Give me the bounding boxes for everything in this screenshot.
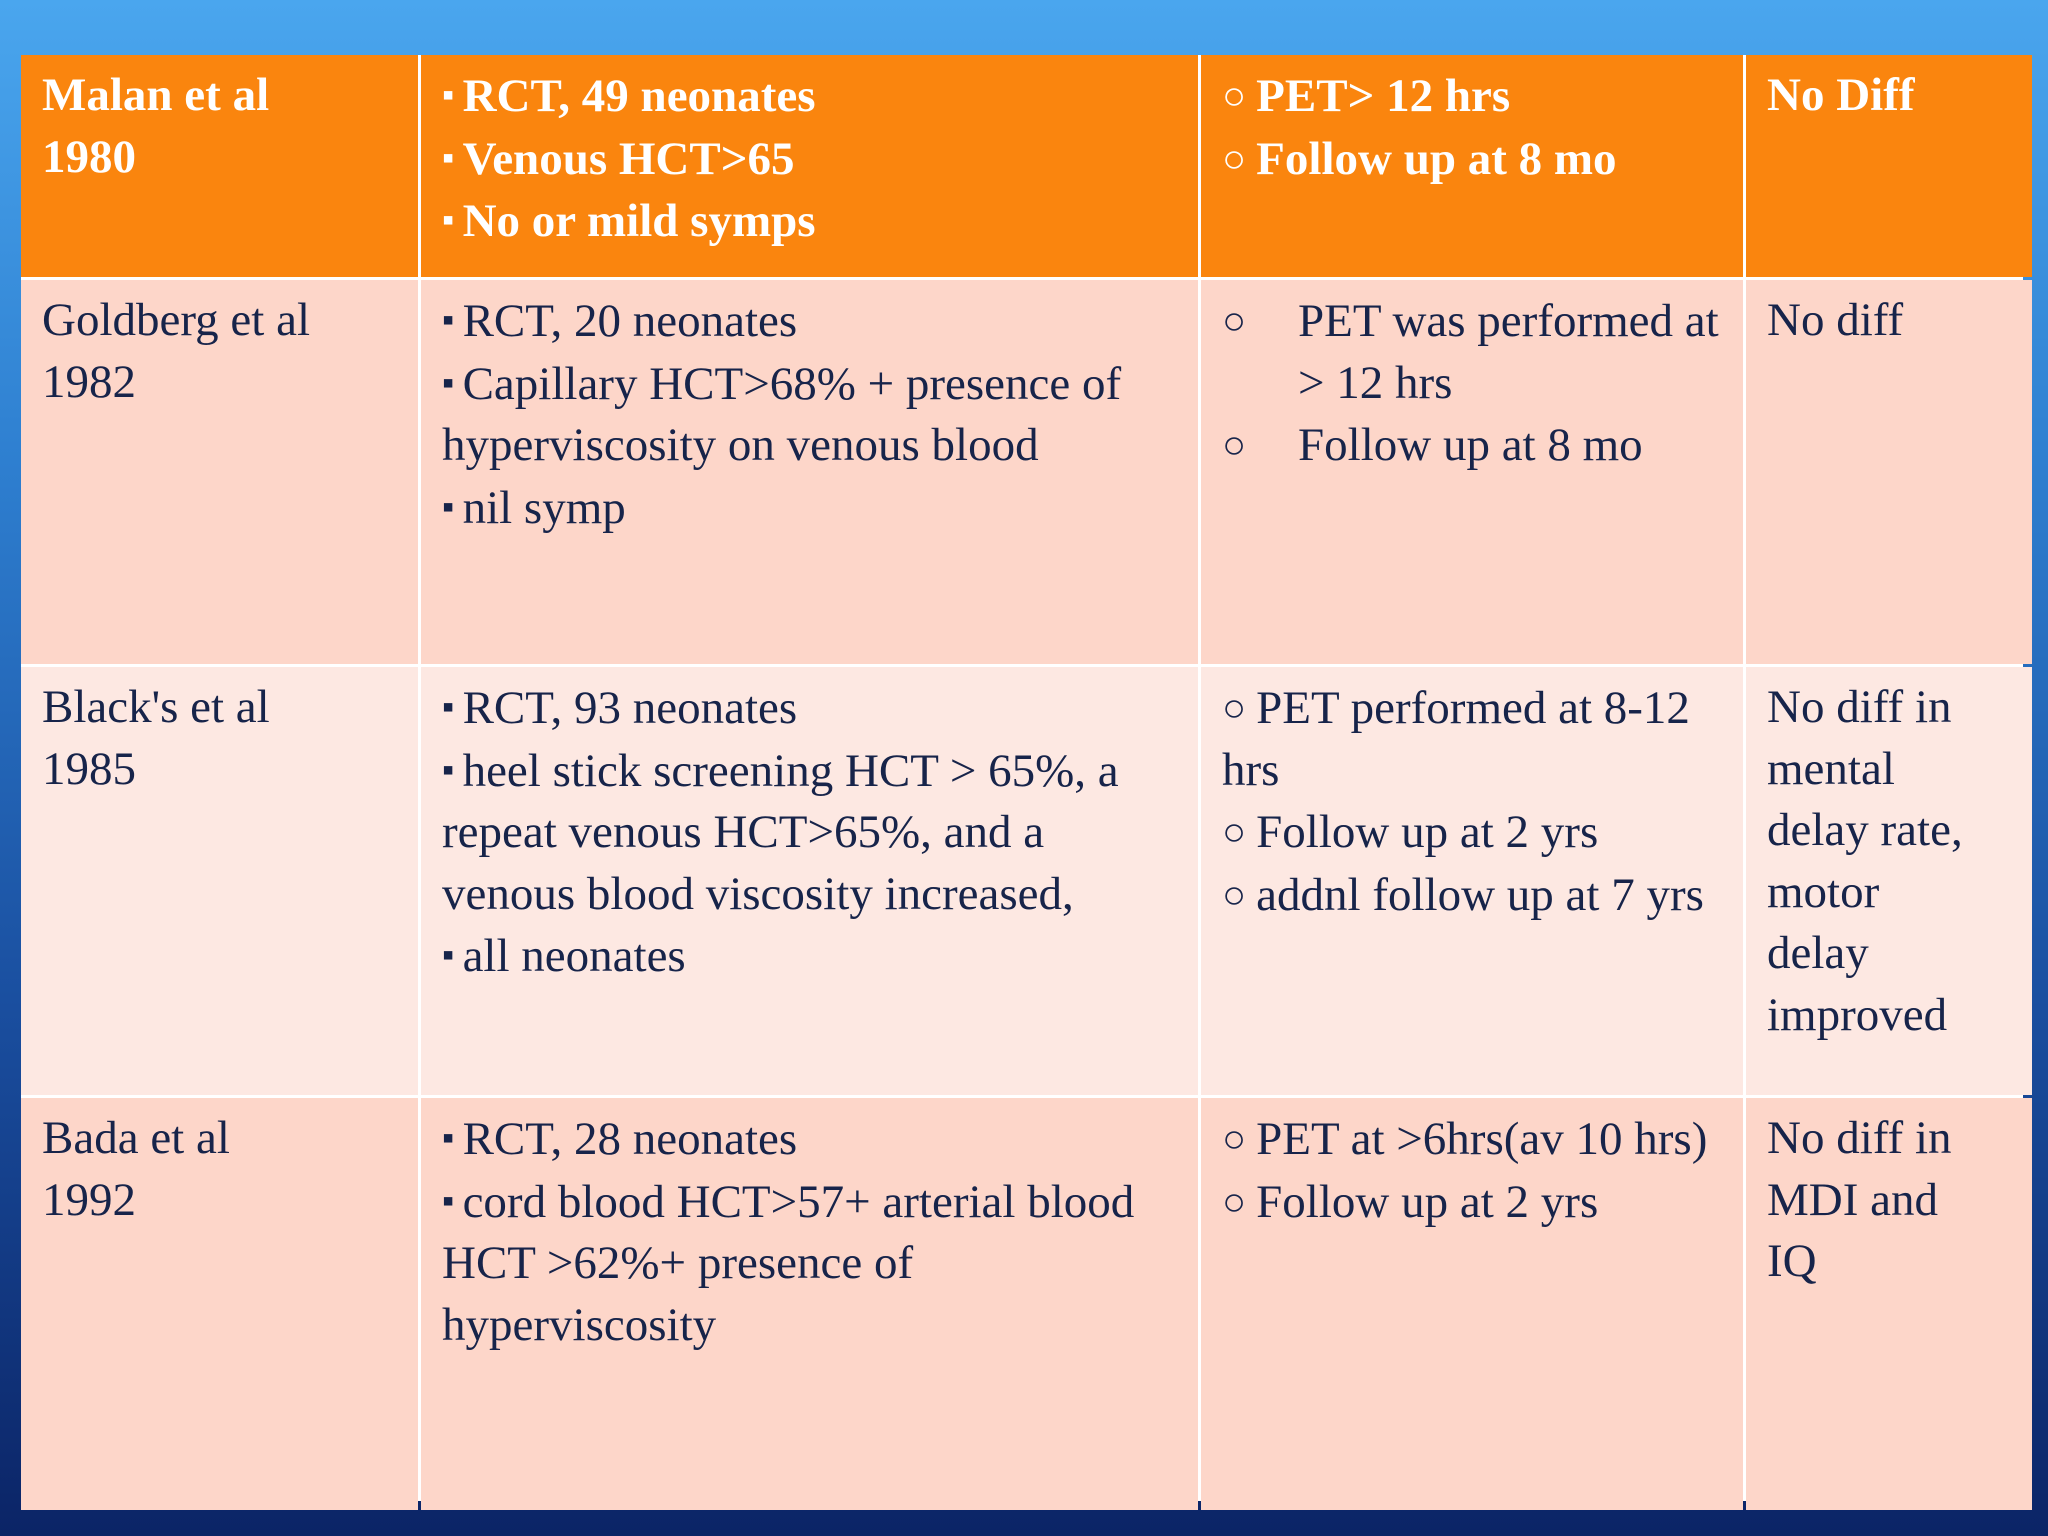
cell-line: 1982 (42, 355, 136, 408)
cell-line: 1980 (42, 130, 136, 183)
table-cell: No diff in MDI and IQ (1746, 1098, 2032, 1510)
bullet-item: PET at >6hrs(av 10 hrs) (1222, 1108, 1725, 1171)
table-cell: Malan et al 1980 (21, 55, 418, 277)
bullet-item: PET> 12 hrs (1222, 65, 1725, 128)
table-cell: PET at >6hrs(av 10 hrs)Follow up at 2 yr… (1201, 1098, 1743, 1510)
cell-line: Goldberg et al (42, 294, 311, 346)
bullet-item: PET performed at 8-12 hrs (1222, 677, 1725, 801)
cell-line: MDI and (1767, 1173, 1938, 1226)
bullet-item: RCT, 20 neonates (442, 290, 1180, 353)
table: Malan et al 1980 RCT, 49 neonatesVenous HC… (21, 55, 2032, 1510)
cell-line: No diff in (1767, 1112, 1952, 1164)
bullet-item: RCT, 49 neonates (442, 65, 1180, 128)
cell-line: 1985 (42, 742, 136, 795)
table-cell: RCT, 93 neonatesheel stick screening HCT… (421, 667, 1198, 1095)
table-cell: PET> 12 hrsFollow up at 8 mo (1201, 55, 1743, 277)
bullet-item: Follow up at 2 yrs (1222, 1171, 1725, 1234)
bullet-item: Capillary HCT>68% + presence of hypervis… (442, 353, 1180, 477)
table-cell: PET was performed at > 12 hrsFollow up a… (1201, 280, 1743, 664)
bullet-item: cord blood HCT>57+ arterial blood HCT >6… (442, 1171, 1180, 1357)
table-cell: RCT, 49 neonatesVenous HCT>65No or mild … (421, 55, 1198, 277)
table-cell: Goldberg et al 1982 (21, 280, 418, 664)
bullet-item: RCT, 28 neonates (442, 1108, 1180, 1171)
bullet-item: Follow up at 8 mo (1222, 414, 1725, 477)
cell-line: improved (1767, 988, 1948, 1041)
cell-line: Black's et al (42, 681, 270, 733)
cell-line: IQ (1767, 1235, 1817, 1287)
bullet-item: all neonates (442, 925, 1180, 988)
cell-line: motor (1767, 865, 1880, 918)
bullet-item: addnl follow up at 7 yrs (1222, 864, 1725, 927)
cell-line: No Diff (1767, 69, 1915, 121)
table-cell: No Diff (1746, 55, 2032, 277)
table-cell: No diff in mental delay rate, motor delay imp… (1746, 667, 2032, 1095)
bullet-item: heel stick screening HCT > 65%, a repeat… (442, 740, 1180, 926)
bullet-item: nil symp (442, 477, 1180, 540)
table-cell: RCT, 28 neonatescord blood HCT>57+ arter… (421, 1098, 1198, 1510)
cell-line: delay (1767, 927, 1869, 979)
bullet-item: No or mild symps (442, 190, 1180, 253)
bullet-item: RCT, 93 neonates (442, 677, 1180, 740)
table-cell: PET performed at 8-12 hrsFollow up at 2 … (1201, 667, 1743, 1095)
table-cell: No diff (1746, 280, 2032, 664)
table-cell: Black's et al 1985 (21, 667, 418, 1095)
cell-line: 1992 (42, 1173, 136, 1226)
cell-line: Malan et al (42, 69, 270, 121)
cell-line: delay rate, (1767, 804, 1963, 856)
table-cell: Bada et al 1992 (21, 1098, 418, 1510)
bullet-item: Venous HCT>65 (442, 128, 1180, 191)
cell-line: Bada et al (42, 1112, 230, 1164)
cell-line: mental (1767, 742, 1895, 795)
cell-line: No diff in (1767, 681, 1952, 733)
table-cell: RCT, 20 neonatesCapillary HCT>68% + pres… (421, 280, 1198, 664)
bullet-item: PET was performed at > 12 hrs (1222, 290, 1725, 414)
bullet-item: Follow up at 2 yrs (1222, 801, 1725, 864)
bullet-item: Follow up at 8 mo (1222, 128, 1725, 191)
cell-line: No diff (1767, 294, 1904, 346)
